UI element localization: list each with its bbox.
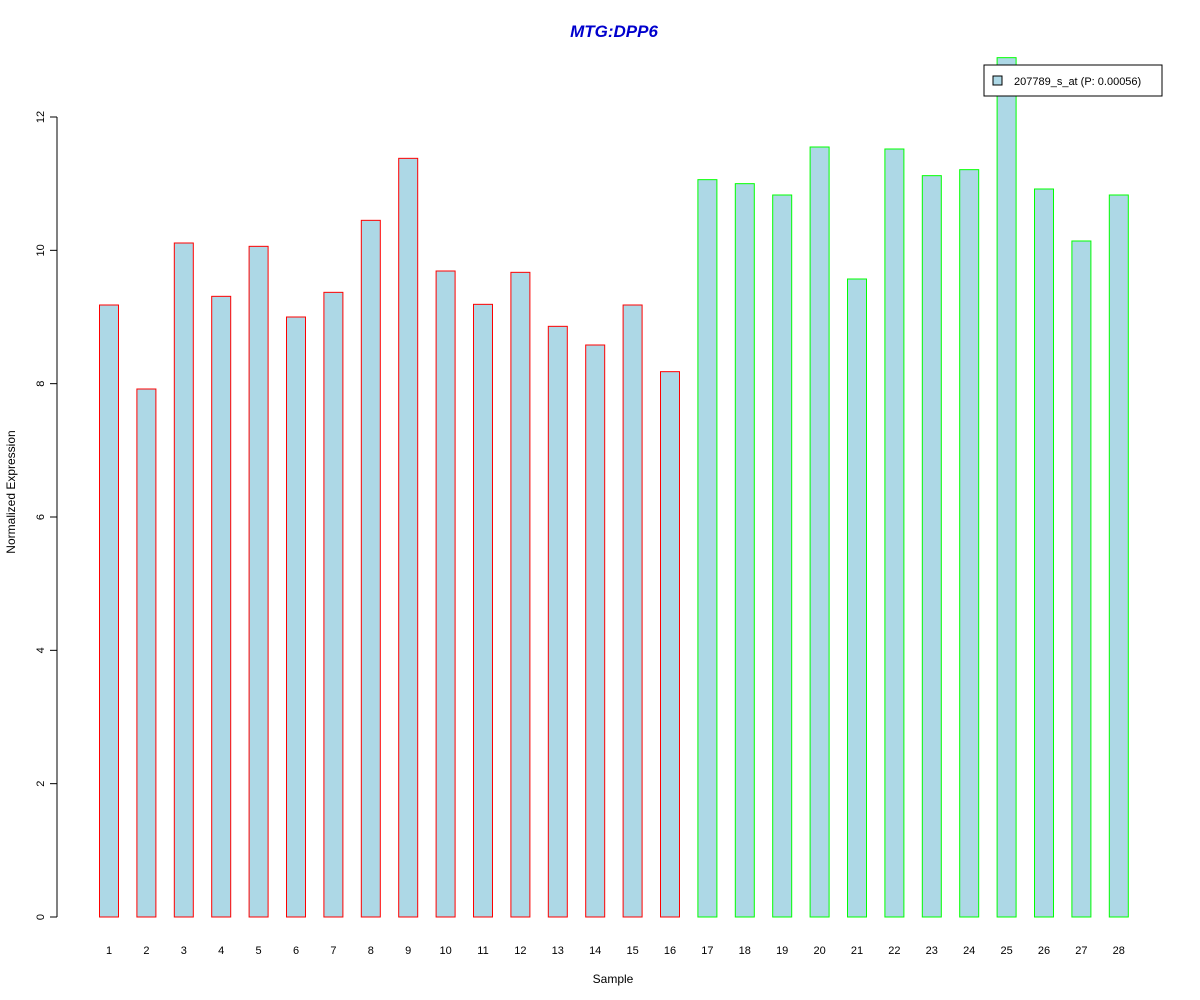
bar [398, 157, 419, 918]
x-tick-label: 28 [1113, 945, 1125, 957]
x-tick-label: 12 [514, 945, 526, 957]
x-tick-label: 22 [888, 945, 900, 957]
x-tick-label: 7 [330, 945, 336, 957]
x-tick-label: 17 [701, 945, 713, 957]
bars [99, 57, 1129, 918]
bar [809, 146, 830, 918]
bar [360, 219, 381, 918]
x-tick-label: 6 [293, 945, 299, 957]
x-tick-label: 15 [626, 945, 638, 957]
x-tick-label: 25 [1000, 945, 1012, 957]
x-tick-label: 16 [664, 945, 676, 957]
x-tick-label: 13 [552, 945, 564, 957]
bar [772, 194, 793, 918]
bar [173, 242, 194, 918]
bar [734, 183, 755, 918]
y-axis-label: Normalized Expression [4, 430, 18, 553]
x-axis-label: Sample [593, 972, 634, 986]
x-axis: 1 2 3 4 5 6 7 8 9 10 11 12 13 14 15 16 17 18 19 20 21 22 23 24 2… [106, 945, 1125, 957]
bar [660, 371, 680, 918]
bar [211, 295, 232, 918]
bar [884, 148, 905, 918]
bar [473, 303, 493, 918]
x-tick-label: 1 [106, 945, 112, 957]
bar [1034, 188, 1054, 918]
x-tick-label: 24 [963, 945, 975, 957]
y-tick-label: 2 [35, 781, 47, 787]
y-tick-label: 4 [35, 647, 47, 653]
bar [510, 271, 531, 918]
bar [99, 304, 119, 918]
y-tick-label: 10 [35, 244, 47, 256]
x-tick-label: 9 [405, 945, 411, 957]
legend: 207789_s_at (P: 0.00056) [983, 64, 1163, 97]
legend-label: 207789_s_at (P: 0.00056) [1014, 76, 1141, 88]
bar [547, 325, 568, 918]
bar [847, 278, 867, 918]
x-tick-label: 5 [256, 945, 262, 957]
y-axis: 0 2 4 6 8 10 12 [35, 111, 58, 920]
x-tick-label: 20 [813, 945, 825, 957]
legend-swatch [992, 75, 1003, 86]
bar [1071, 240, 1092, 918]
bar [622, 304, 643, 918]
x-tick-label: 11 [477, 945, 488, 957]
y-tick-label: 6 [35, 514, 47, 520]
x-tick-label: 3 [181, 945, 187, 957]
bar [286, 316, 306, 918]
x-tick-label: 4 [218, 945, 224, 957]
y-tick-label: 8 [35, 381, 47, 387]
bar [1108, 194, 1129, 918]
bar [697, 179, 718, 918]
y-tick-label: 12 [35, 111, 47, 123]
y-tick-label: 0 [35, 914, 47, 920]
bar [323, 291, 344, 918]
bar [136, 388, 157, 918]
x-tick-label: 2 [143, 945, 149, 957]
bar [248, 245, 269, 918]
x-tick-label: 21 [851, 945, 863, 957]
x-tick-label: 8 [368, 945, 374, 957]
x-tick-label: 14 [589, 945, 601, 957]
bar [585, 344, 606, 918]
x-tick-label: 19 [776, 945, 788, 957]
x-tick-label: 23 [926, 945, 938, 957]
bar [996, 57, 1017, 918]
x-tick-label: 18 [739, 945, 751, 957]
bar [435, 270, 456, 918]
x-tick-label: 10 [439, 945, 451, 957]
x-tick-label: 27 [1075, 945, 1087, 957]
legend-box [983, 64, 1163, 97]
bar [921, 175, 942, 918]
x-tick-label: 26 [1038, 945, 1050, 957]
chart-title: MTG:DPP6 [570, 22, 658, 41]
bar [959, 169, 980, 918]
